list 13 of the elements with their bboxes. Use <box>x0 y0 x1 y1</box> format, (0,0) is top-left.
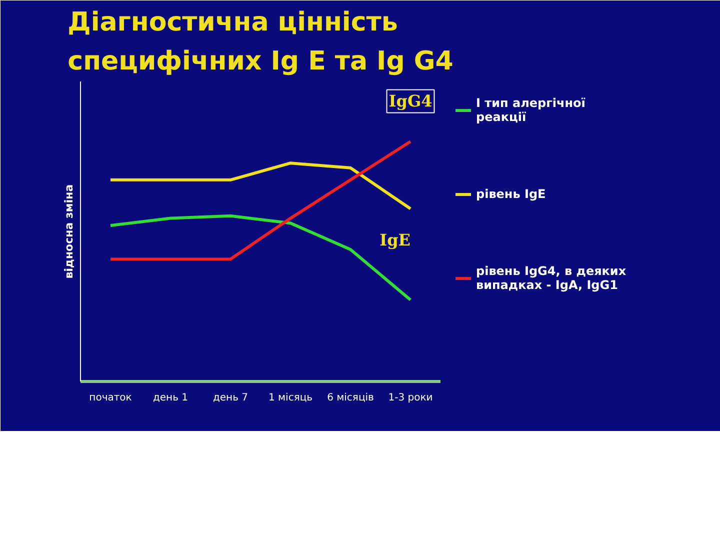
x-tick-label: день 1 <box>152 392 188 404</box>
x-tick-label: 1 місяць <box>268 392 313 404</box>
annotation: IgE <box>380 230 411 250</box>
chart-title: Діагностична цінність специфічних Ig E та Ig G4 <box>68 8 454 76</box>
legend-label: рівень IgG4, в деяких випадках - IgA, IgG1 <box>476 264 628 292</box>
y-axis-title: відносна зміна <box>62 184 76 279</box>
legend-label: I тип алергічної реакції <box>476 96 586 124</box>
x-tick-label: 6 місяців <box>327 392 374 404</box>
x-tick-label: 1-3 роки <box>388 392 433 404</box>
x-tick-label: початок <box>89 392 132 404</box>
x-tick-label: день 7 <box>212 392 248 404</box>
text: IgG4 <box>388 92 432 111</box>
legend-label: рівень IgE <box>476 187 547 201</box>
